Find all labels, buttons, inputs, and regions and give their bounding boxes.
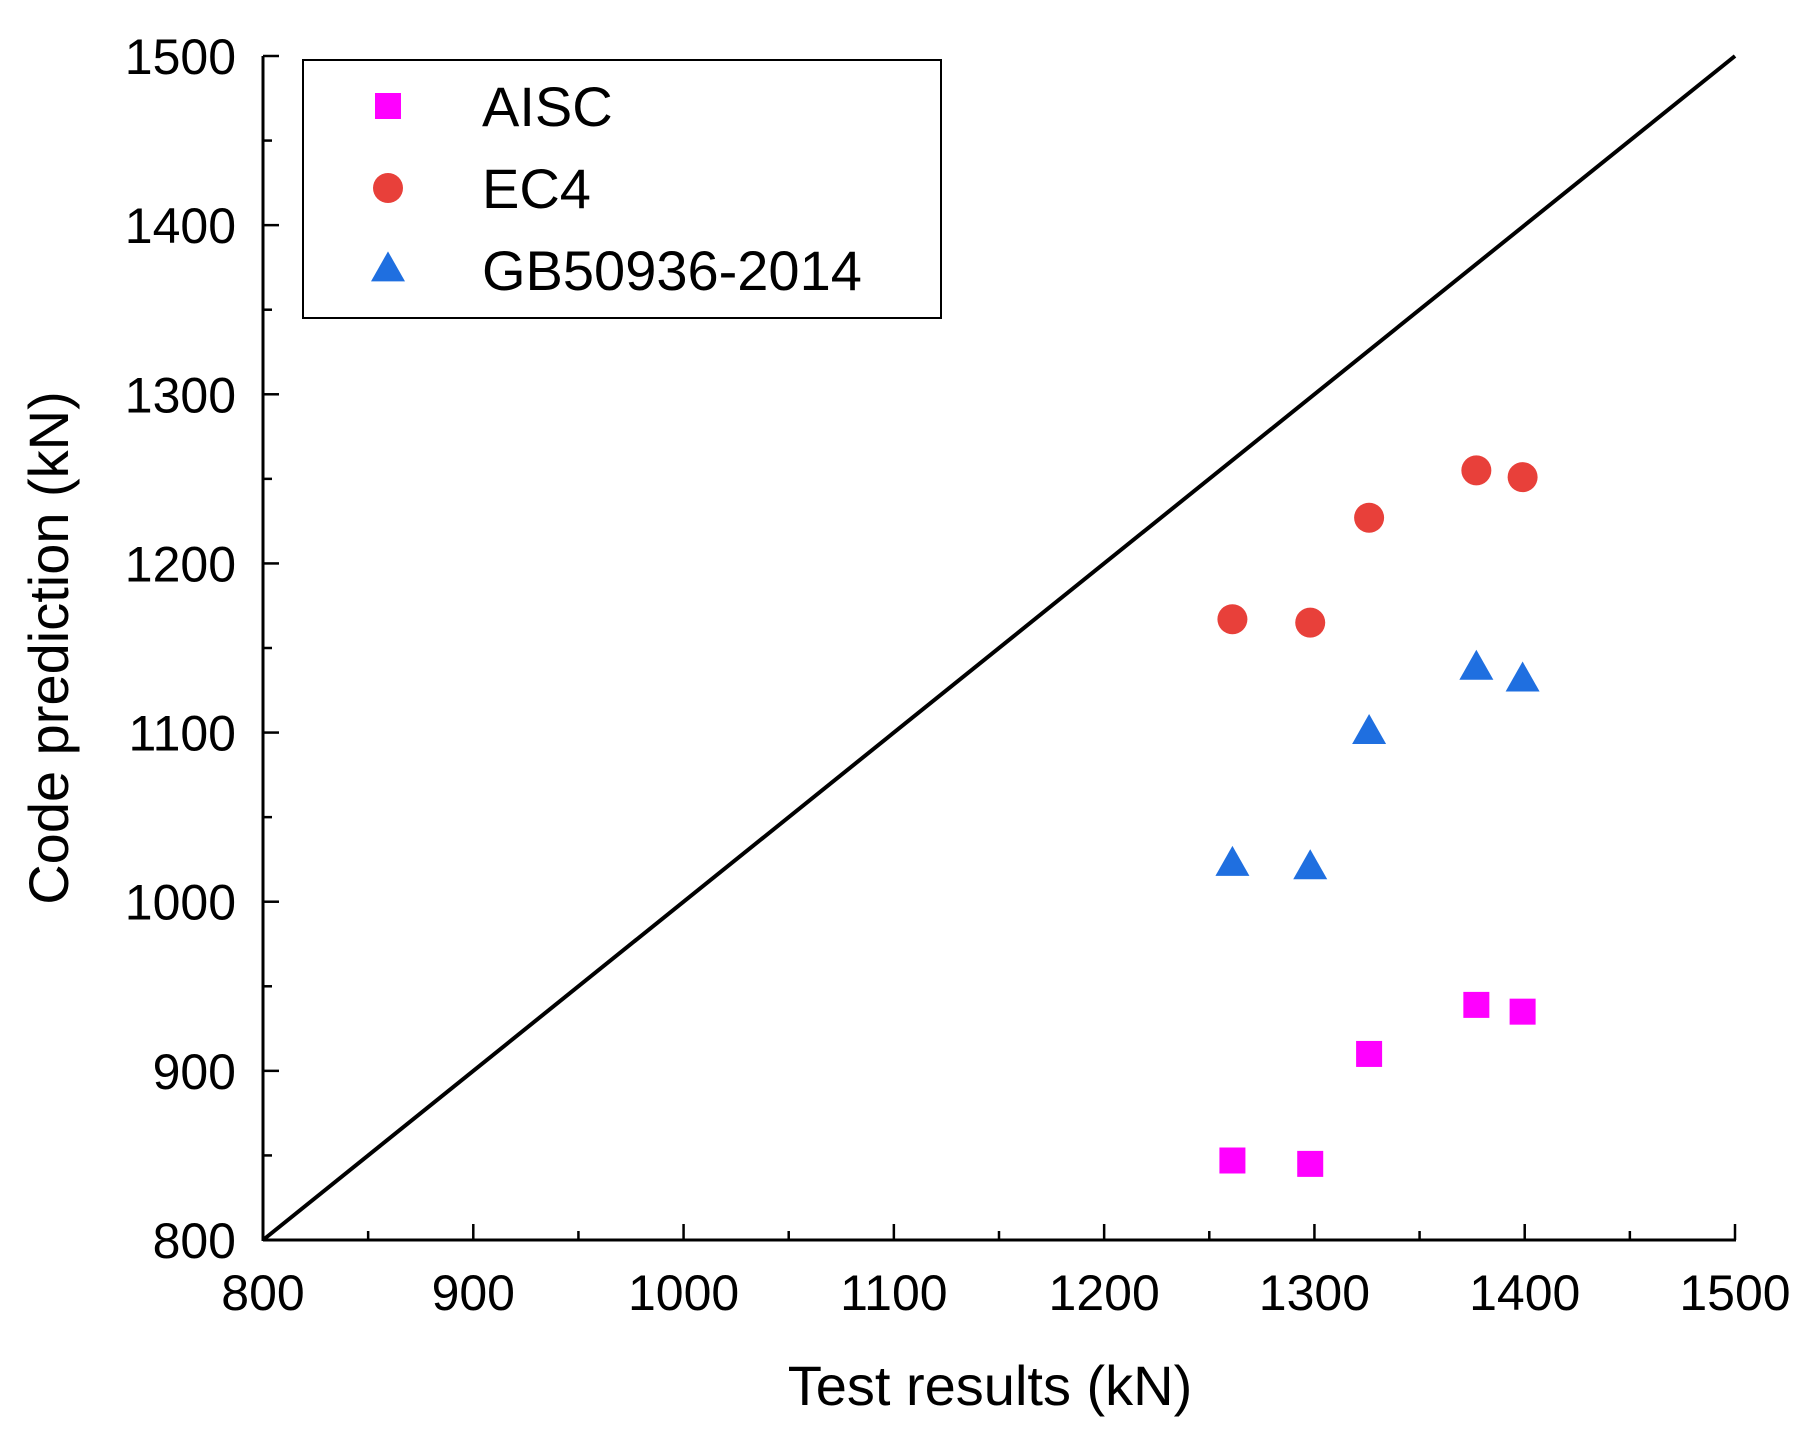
reference-line xyxy=(261,54,1737,1242)
y-axis-title: Code prediction (kN) xyxy=(17,391,80,905)
legend: AISC EC4 GB50936-2014 xyxy=(302,59,942,319)
y-tick-label: 1500 xyxy=(125,29,236,85)
y-tick-label: 1400 xyxy=(125,198,236,254)
y-tick-label: 900 xyxy=(153,1044,236,1100)
y-tick-label: 1300 xyxy=(125,367,236,423)
reference-line-layer xyxy=(261,54,1737,1242)
point-aisc xyxy=(1463,991,1490,1018)
x-tick-label: 1100 xyxy=(840,1265,948,1321)
legend-label-gb50936-2014: GB50936-2014 xyxy=(482,239,862,302)
point-ec4 xyxy=(1295,607,1326,638)
point-aisc xyxy=(1509,998,1536,1025)
point-gb50936-2014 xyxy=(1352,713,1387,744)
point-aisc xyxy=(1297,1150,1324,1177)
legend-label-aisc: AISC xyxy=(482,75,613,138)
point-ec4 xyxy=(1217,604,1248,635)
legend-marker-gb50936-2014 xyxy=(371,251,405,282)
point-ec4 xyxy=(1461,455,1492,486)
x-tick-label: 1500 xyxy=(1679,1265,1790,1321)
data-points xyxy=(1215,455,1540,1177)
x-tick-label: 1200 xyxy=(1049,1265,1160,1321)
x-tick-label: 800 xyxy=(221,1265,304,1321)
x-tick-label: 1000 xyxy=(628,1265,739,1321)
legend-box xyxy=(302,59,942,319)
point-gb50936-2014 xyxy=(1459,649,1494,680)
point-ec4 xyxy=(1507,462,1538,493)
x-tick-label: 1400 xyxy=(1469,1265,1580,1321)
legend-label-ec4: EC4 xyxy=(482,157,591,220)
point-ec4 xyxy=(1354,502,1385,533)
x-tick-label: 1300 xyxy=(1259,1265,1370,1321)
point-gb50936-2014 xyxy=(1215,845,1250,876)
y-tick-label: 1200 xyxy=(125,536,236,592)
point-gb50936-2014 xyxy=(1293,849,1328,880)
point-aisc xyxy=(1219,1147,1246,1174)
y-tick-label: 1100 xyxy=(128,706,236,762)
y-tick-label: 800 xyxy=(153,1213,236,1269)
point-gb50936-2014 xyxy=(1505,661,1540,692)
ticks: 800 900 1000 1100 1200 1300 1400 1500 800 900 1000… xyxy=(125,29,1791,1321)
legend-marker-ec4 xyxy=(373,173,403,203)
legend-marker-aisc xyxy=(375,93,401,119)
x-tick-label: 900 xyxy=(432,1265,515,1321)
point-aisc xyxy=(1356,1040,1383,1067)
y-tick-label: 1000 xyxy=(125,875,236,931)
x-axis-title: Test results (kN) xyxy=(788,1354,1193,1417)
